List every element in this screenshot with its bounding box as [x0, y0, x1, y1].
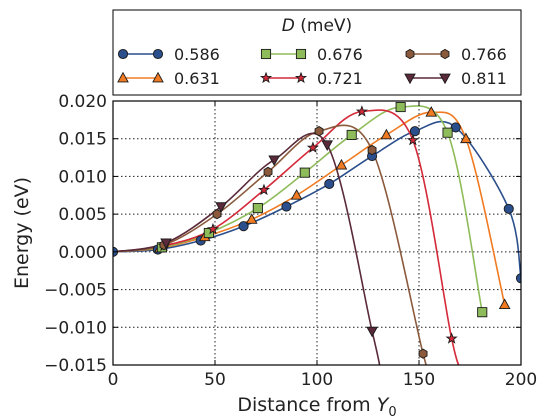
y-axis-label: Energy (eV): [11, 177, 33, 289]
legend-entry-0.766: 0.766: [405, 45, 507, 64]
x-tick-label: 0: [108, 370, 119, 390]
data-point: [460, 132, 472, 144]
data-point: [245, 213, 258, 224]
x-tick-label: 150: [403, 370, 435, 390]
data-point: [367, 144, 377, 156]
data-point: [409, 126, 420, 137]
series-line-0.721: [113, 109, 460, 365]
data-point: [306, 141, 319, 153]
x-axis-label-subscript: 0: [388, 405, 396, 418]
legend-entry-0.586: 0.586: [117, 45, 220, 64]
x-axis-label-symbol: Y: [377, 394, 390, 416]
data-point: [160, 238, 172, 250]
legend-label: 0.811: [461, 69, 507, 88]
data-point: [321, 140, 334, 151]
legend-label: 0.766: [461, 45, 507, 64]
legend-box: [112, 9, 522, 96]
y-tick-label: −0.010: [44, 318, 107, 338]
x-axis-label: Distance from Y0: [237, 394, 396, 418]
series-markers: [113, 101, 521, 359]
series-line-0.631: [113, 111, 506, 305]
y-tick-label: 0.005: [58, 205, 107, 225]
data-point: [252, 203, 263, 214]
legend-entry-0.811: 0.811: [404, 69, 507, 88]
data-point: [346, 129, 357, 140]
data-point: [257, 183, 271, 196]
y-tick-label: −0.015: [44, 356, 107, 376]
data-point: [450, 122, 461, 133]
legend-marker: [294, 71, 308, 84]
legend-marker: [260, 48, 272, 60]
data-point: [515, 273, 521, 284]
legend-title-unit: (meV): [300, 16, 352, 36]
legend-label: 0.586: [174, 45, 220, 64]
data-point: [442, 127, 453, 138]
data-point: [290, 189, 303, 200]
legend-title-symbol: D: [282, 16, 295, 36]
data-point: [212, 209, 222, 220]
x-axis-label-text: Distance from: [237, 394, 370, 416]
legend-entry-0.721: 0.721: [259, 69, 363, 88]
x-tick-label: 50: [204, 370, 226, 390]
legend-marker: [152, 48, 164, 60]
data-point: [355, 105, 368, 117]
data-point: [335, 158, 348, 170]
data-point: [380, 128, 393, 140]
data-point: [238, 221, 249, 232]
legend-marker: [440, 48, 450, 60]
data-point: [395, 101, 406, 113]
data-point: [299, 167, 310, 178]
series-line-0.676: [113, 105, 484, 313]
x-tick-label: 100: [301, 370, 333, 390]
legend-marker: [117, 71, 129, 83]
y-tick-label: 0.020: [58, 92, 107, 112]
data-point: [263, 166, 273, 178]
legend-marker: [259, 71, 273, 84]
legend-marker: [404, 73, 416, 85]
grid-lines: [113, 101, 521, 365]
legend-entry-0.676: 0.676: [260, 45, 363, 64]
legend-title: D (meV): [282, 16, 352, 36]
data-point: [281, 201, 292, 212]
axis-ticks: 0 50 100 150 200 −0.015 −0.010 −0.005 0.000 0.005…: [44, 92, 537, 390]
data-point: [503, 203, 514, 214]
legend-marker: [295, 48, 307, 60]
data-point: [425, 106, 438, 117]
data-point: [268, 155, 280, 167]
data-point: [206, 222, 220, 235]
data-point: [406, 133, 419, 146]
x-tick-label: 200: [505, 370, 537, 390]
legend-entries: 0.586 0.631 0.676 0.721 0.766 0.811: [117, 45, 507, 88]
data-point: [477, 307, 488, 318]
legend-marker: [152, 71, 164, 83]
data-point: [498, 298, 511, 310]
legend-marker: [405, 48, 415, 60]
legend-label: 0.676: [317, 45, 363, 64]
data-point: [445, 332, 458, 344]
data-point: [418, 348, 428, 359]
legend-marker: [439, 73, 451, 85]
data-point: [314, 126, 324, 137]
y-tick-label: 0.010: [58, 167, 107, 187]
legend-label: 0.631: [174, 69, 220, 88]
data-point: [215, 202, 227, 213]
legend-marker: [117, 48, 129, 60]
data-point: [324, 178, 335, 190]
y-tick-label: 0.015: [58, 130, 107, 150]
legend-entry-0.631: 0.631: [117, 69, 220, 88]
legend-label: 0.721: [317, 69, 363, 88]
data-point: [366, 326, 378, 338]
y-tick-label: 0.000: [58, 243, 107, 263]
legend: D (meV) 0.586 0.631 0.676 0.721 0.766 0.811: [112, 9, 522, 96]
y-tick-label: −0.005: [44, 281, 107, 301]
